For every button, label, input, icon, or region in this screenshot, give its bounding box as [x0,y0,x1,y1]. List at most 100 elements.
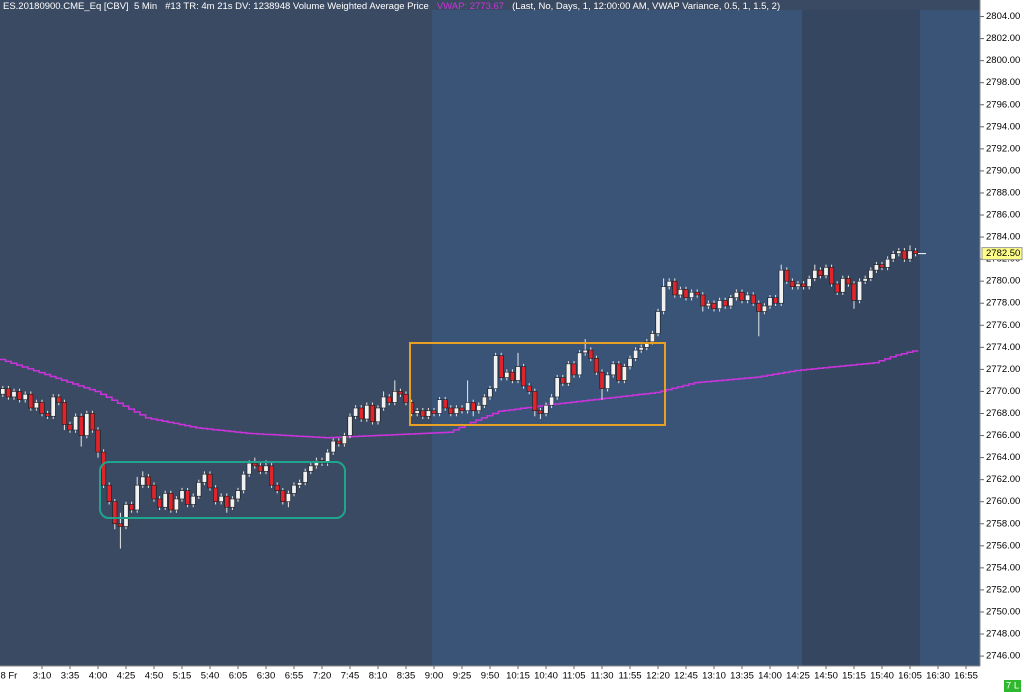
candle-body [112,501,118,525]
candle-body [901,250,907,260]
candle-body [420,410,426,417]
candle-body [179,490,185,500]
candle-body [487,388,493,398]
candle-body [263,465,269,472]
y-tick-label: 2786.00 [986,210,1020,221]
y-tick-label: 2792.00 [986,143,1020,154]
candle-body [722,300,728,307]
price-axis [980,0,1024,692]
candle-body [442,399,448,409]
candle-body [190,495,196,505]
candle-body [633,349,639,359]
y-tick-label: 2798.00 [986,77,1020,88]
y-tick-label: 2748.00 [986,629,1020,640]
x-tick-label: 14:50 [814,671,838,682]
candle-body [45,413,51,417]
candle-body [269,465,275,486]
candle-body [437,399,443,414]
candle-body [459,407,465,412]
x-tick-label: 5:40 [201,671,220,682]
candle-body [162,493,168,508]
y-tick-label: 2794.00 [986,121,1020,132]
candle-body [666,280,672,287]
header: ES.20180900.CME_Eq [CBV] 5 Min #13 TR: 4… [3,1,780,12]
session-shading [920,10,980,666]
candle-body [308,465,314,472]
candle-body [605,374,611,389]
candle-body [241,473,247,491]
candle-body [773,297,779,304]
x-tick-label: 12:20 [646,671,670,682]
candle-body [95,429,101,453]
candle-body [39,402,45,414]
x-tick-label: 13:10 [702,671,726,682]
candle-body [224,495,230,508]
time-axis [0,666,1024,692]
candle-body [521,366,527,387]
y-tick-label: 2774.00 [986,342,1020,353]
candle-body [11,391,17,398]
candle-body [476,404,482,412]
candle-body [649,333,655,343]
y-tick-label: 2754.00 [986,562,1020,573]
candle-body [274,484,280,491]
candle-body [526,385,532,392]
candle-body [78,415,84,436]
candle-body [504,371,510,378]
candle-body [554,377,560,398]
candle-body [5,388,11,398]
candle-body [414,410,420,414]
y-tick-label: 2788.00 [986,187,1020,198]
candle-body [140,476,146,486]
candle-body [129,504,135,511]
candle-body [246,462,252,475]
candle-body [621,366,627,381]
candle-body [173,498,179,511]
session-shading [432,10,802,666]
candle-body [453,407,459,414]
x-tick-label: 10:15 [506,671,530,682]
candle-body [493,355,499,389]
y-tick-label: 2760.00 [986,496,1020,507]
x-tick-label: 12:45 [674,671,698,682]
y-tick-label: 2750.00 [986,606,1020,617]
y-tick-label: 2746.00 [986,651,1020,662]
y-tick-label: 2776.00 [986,320,1020,331]
x-tick-label: 9:00 [425,671,444,682]
candle-body [353,407,359,417]
candle-body [17,391,23,401]
candle-body [565,363,571,384]
y-tick-label: 2756.00 [986,540,1020,551]
x-tick-label: 14:25 [786,671,810,682]
candle-body [336,440,342,445]
candle-body [123,504,129,527]
x-tick-label: 16:55 [954,671,978,682]
candle-body [627,358,633,367]
candle-body [571,363,577,376]
y-tick-label: 2802.00 [986,33,1020,44]
candle-body [448,407,454,414]
x-tick-label: 11:30 [590,671,613,682]
corner-label: 7 L [1006,681,1019,692]
candle-body [498,355,504,378]
x-tick-label: 11:05 [562,671,585,682]
y-tick-label: 2780.00 [986,276,1020,287]
candle-body [817,269,823,276]
y-tick-label: 2790.00 [986,165,1020,176]
candle-body [481,396,487,406]
x-tick-label: 4:00 [89,671,108,682]
x-tick-label: 16:05 [898,671,922,682]
candle-body [795,283,801,287]
session-shading [802,10,920,666]
candle-body [879,264,885,268]
candle-body [694,291,700,296]
candle-body [745,294,751,301]
x-tick-label: 14:00 [758,671,782,682]
candle-body [509,371,515,381]
candle-body [913,250,919,254]
candle-body [661,286,667,312]
candle-body [50,396,56,417]
candle-body [325,451,331,464]
candle-body [610,363,616,376]
candle-body [403,393,409,403]
